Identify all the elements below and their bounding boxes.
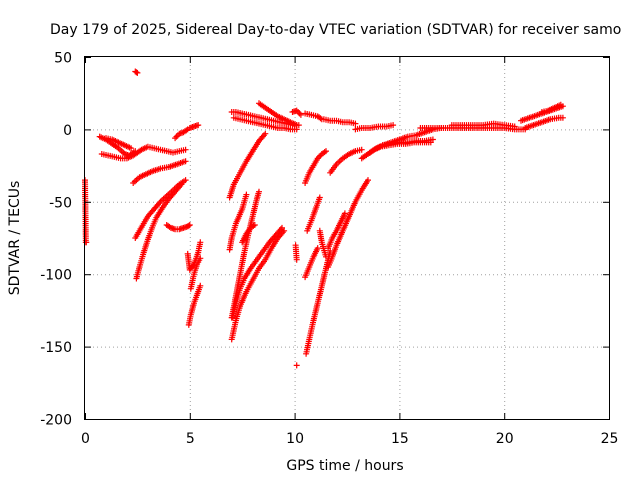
y-tick-label: 50 <box>54 51 72 67</box>
data-point <box>182 158 189 165</box>
grid <box>85 57 609 419</box>
x-tick-label: 15 <box>391 431 409 447</box>
data-point <box>251 222 258 228</box>
series-arc-01 <box>82 177 90 246</box>
data-point <box>365 177 371 184</box>
plot-frame <box>84 56 610 420</box>
data-point <box>293 107 300 114</box>
axis-ticks: 0 5 10 15 20 25 50 0 -50 -100 -150 -200 <box>40 51 618 448</box>
x-axis-label: GPS time / hours <box>286 458 403 474</box>
series-arc-04 <box>103 135 135 152</box>
x-tick-label: 20 <box>496 431 514 447</box>
data-point <box>243 191 250 198</box>
series-arc-42 <box>448 120 518 130</box>
series-arc-05 <box>132 68 141 76</box>
series-arc-09 <box>163 222 193 233</box>
series-arc-31 <box>304 194 323 234</box>
data-point <box>314 245 321 252</box>
data-point <box>262 130 269 137</box>
series-arc-27 <box>302 110 325 123</box>
series-arc-36 <box>327 146 365 176</box>
series-arc-33 <box>316 227 329 260</box>
data-point <box>182 177 189 184</box>
data-point <box>186 222 193 228</box>
data-point <box>197 282 204 289</box>
data-point <box>297 111 304 118</box>
series-arc-11 <box>186 122 202 131</box>
series-arc-24 <box>289 107 304 118</box>
data-point <box>293 362 300 369</box>
data-point <box>316 194 323 201</box>
series-arc-14 <box>187 255 204 292</box>
series-arc-22 <box>229 224 285 321</box>
data-point <box>390 122 397 129</box>
series-arc-35 <box>325 210 348 252</box>
data-point <box>182 146 189 153</box>
data-point <box>341 210 348 217</box>
data-point <box>133 69 140 76</box>
series-arc-03 <box>98 143 189 162</box>
series-arc-29 <box>302 148 329 186</box>
data-points <box>82 68 566 369</box>
series-arc-08 <box>133 181 185 282</box>
x-tick-label: 0 <box>81 431 90 447</box>
x-tick-label: 10 <box>286 431 304 447</box>
data-point <box>279 224 285 231</box>
data-point <box>358 146 365 153</box>
data-point <box>195 122 202 129</box>
data-point <box>557 101 564 108</box>
data-point <box>256 188 262 195</box>
data-point <box>197 255 204 262</box>
data-point <box>185 222 192 229</box>
data-point <box>323 253 329 260</box>
series-arc-07 <box>132 177 189 241</box>
series-arc-06 <box>130 158 189 186</box>
data-point <box>178 181 185 188</box>
y-tick-label: -200 <box>40 413 72 429</box>
series-arc-23 <box>228 188 262 321</box>
series-arc-19 <box>230 114 300 133</box>
series-arc-10 <box>172 126 191 142</box>
data-point <box>511 123 518 130</box>
data-point <box>134 69 141 76</box>
data-point <box>197 239 204 246</box>
series-arc-15 <box>226 130 269 201</box>
data-point <box>352 120 359 127</box>
series-arc-34 <box>325 177 371 270</box>
y-axis-label: SDTVAR / TECUs <box>7 181 23 296</box>
data-point <box>559 114 566 121</box>
x-tick-label: 25 <box>601 431 619 447</box>
data-point <box>128 145 135 152</box>
series-arc-13 <box>185 282 204 328</box>
data-point <box>293 256 300 263</box>
y-tick-label: -150 <box>40 340 72 356</box>
series-arc-44 <box>522 114 566 131</box>
x-tick-label: 5 <box>186 431 195 447</box>
series-arc-28 <box>320 116 359 127</box>
series-arc-20 <box>256 100 300 129</box>
y-tick-label: 0 <box>63 123 72 139</box>
series-arc-45 <box>538 101 564 115</box>
data-point <box>429 136 436 143</box>
series-arc-37 <box>352 122 397 133</box>
y-tick-label: -50 <box>49 195 72 211</box>
chart-title: Day 179 of 2025, Sidereal Day-to-day VTE… <box>50 22 621 38</box>
data-point <box>323 148 329 155</box>
series-arc-30 <box>302 245 321 281</box>
data-point <box>293 122 300 129</box>
y-tick-label: -100 <box>40 268 72 284</box>
series-arc-16 <box>226 191 250 253</box>
series-arc-26 <box>293 362 300 369</box>
series-arc-25 <box>292 242 300 263</box>
data-point <box>317 115 324 122</box>
